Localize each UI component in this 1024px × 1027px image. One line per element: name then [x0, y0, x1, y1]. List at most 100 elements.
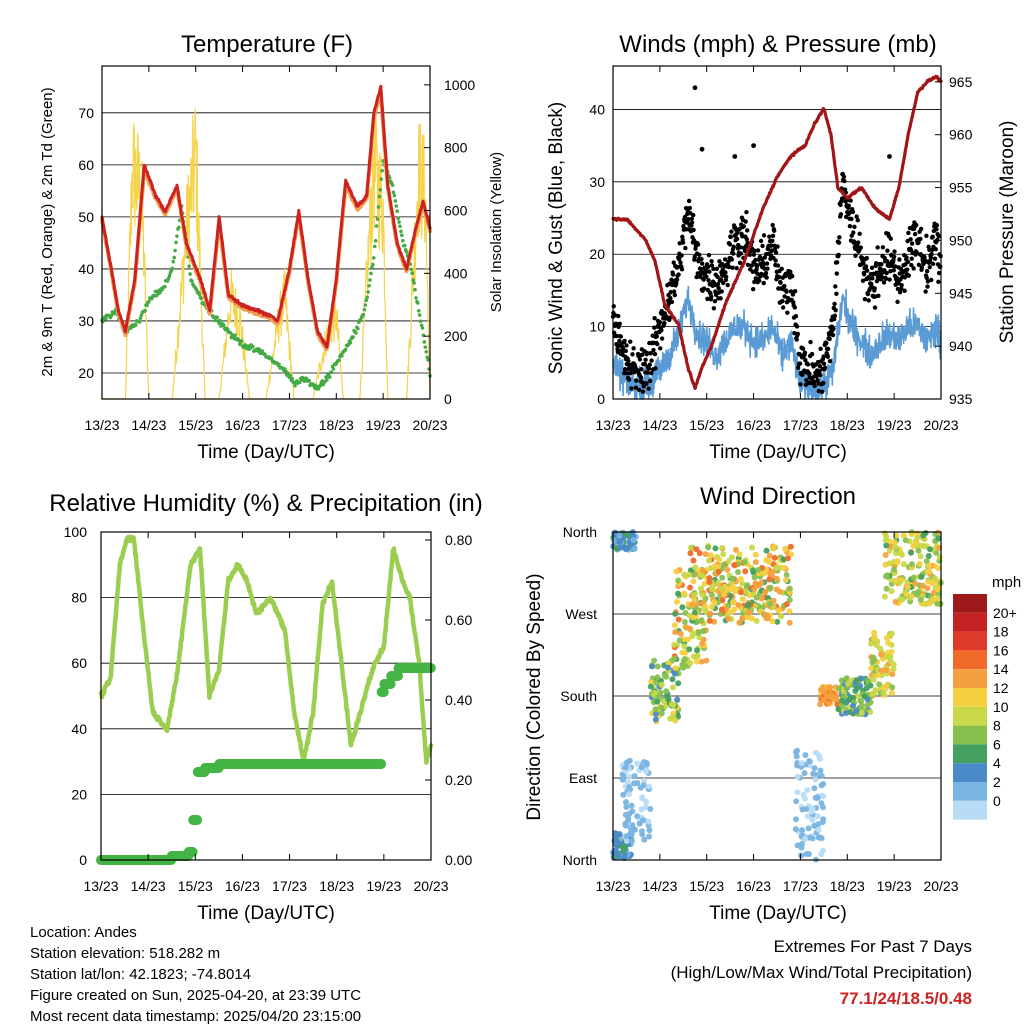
direction-point	[804, 813, 811, 820]
direction-point	[773, 575, 780, 582]
dewpoint-point	[190, 279, 194, 283]
gust-point	[637, 357, 643, 362]
gust-point	[929, 251, 934, 257]
dewpoint-point	[404, 250, 409, 254]
direction-point	[918, 573, 925, 580]
direction-point	[721, 591, 728, 598]
gust-point	[732, 154, 738, 159]
direction-point	[741, 559, 748, 566]
gust-point	[611, 304, 616, 309]
dewpoint-point	[356, 326, 360, 331]
direction-point	[934, 600, 941, 607]
direction-point	[700, 627, 707, 634]
humidity-frame	[100, 531, 432, 861]
dewpoint-point	[174, 240, 178, 245]
dewpoint-point	[365, 295, 370, 300]
gust-point	[902, 275, 908, 280]
direction-point	[766, 558, 773, 565]
dewpoint-point	[213, 318, 218, 323]
gust-point	[876, 293, 881, 299]
gust-point	[906, 273, 911, 278]
direction-point	[645, 783, 652, 790]
gust-point	[770, 238, 775, 244]
direction-point	[761, 570, 768, 577]
direction-point	[692, 564, 699, 571]
gust-point	[679, 253, 684, 258]
direction-point	[703, 657, 710, 664]
colorbar-label: 2	[993, 774, 1001, 790]
direction-point	[681, 571, 688, 578]
gust-point	[905, 259, 911, 265]
direction-point	[801, 770, 808, 777]
gust-point	[761, 262, 766, 268]
direction-point	[663, 673, 670, 680]
direction-point	[833, 695, 840, 702]
gust-point	[731, 244, 736, 249]
direction-point	[804, 787, 811, 794]
gust-point	[938, 264, 943, 269]
direction-point	[902, 537, 909, 544]
gust-point	[711, 266, 716, 272]
gust-point	[729, 257, 735, 262]
direction-point	[920, 582, 927, 589]
direction-point	[647, 683, 654, 690]
direction-point	[670, 702, 677, 709]
colorbar-swatch	[953, 688, 987, 707]
dewpoint-point	[409, 267, 414, 272]
dewpoint-point	[343, 347, 348, 352]
direction-point	[861, 693, 868, 700]
humidity-rtick-label: 0.80	[445, 532, 472, 548]
gust-point	[745, 262, 751, 268]
dewpoint-point	[417, 313, 422, 317]
direction-point	[658, 681, 665, 688]
gust-point	[679, 267, 685, 272]
temperature-ylabel-right: Solar Insolation (Yellow)	[488, 152, 505, 312]
direction-point	[687, 550, 694, 557]
dewpoint-point	[377, 194, 382, 199]
direction-point	[702, 608, 709, 615]
gust-point	[614, 333, 619, 339]
gust-point	[714, 266, 720, 271]
gust-point	[729, 229, 734, 234]
gust-point	[836, 252, 841, 258]
dewpoint-point	[290, 376, 295, 381]
direction-point	[798, 840, 805, 847]
direction-point	[681, 618, 688, 625]
direction-point	[758, 579, 765, 586]
direction-point	[687, 584, 694, 591]
direction-point	[900, 532, 907, 539]
dewpoint-point	[423, 345, 428, 349]
gust-point	[758, 238, 764, 244]
gust-point	[756, 278, 762, 284]
dewpoint-point	[302, 379, 307, 383]
winds-ytick-label: 10	[589, 319, 605, 335]
gust-point	[625, 371, 630, 376]
gust-point	[874, 278, 880, 284]
winds-frame	[612, 65, 942, 400]
direction-point	[685, 636, 692, 643]
dewpoint-point	[401, 238, 405, 243]
direction-point	[820, 816, 827, 823]
dewpoint-point	[248, 346, 252, 351]
temperature-xtick-label: 19/23	[366, 417, 401, 433]
direction-point	[812, 776, 819, 783]
dewpoint-point	[351, 335, 355, 339]
humidity-rtick-label: 0.60	[445, 612, 472, 628]
gust-point	[770, 222, 775, 228]
direction-point	[874, 672, 881, 679]
gust-point	[922, 254, 927, 260]
humidity-ytick-label: 0	[79, 852, 87, 868]
direction-point	[928, 580, 935, 587]
direction-point	[916, 560, 923, 567]
gust-point	[861, 260, 866, 266]
humidity-xtick-label: 14/23	[131, 878, 166, 894]
gust-point	[800, 372, 805, 378]
direction-point	[675, 680, 682, 687]
winds-xtick-label: 14/23	[642, 417, 677, 433]
gust-point	[932, 256, 938, 261]
dewpoint-point	[420, 326, 425, 330]
dewpoint-point	[170, 266, 175, 271]
dewpoint-point	[138, 316, 143, 321]
dewpoint-point	[177, 225, 181, 230]
direction-point	[700, 567, 707, 574]
